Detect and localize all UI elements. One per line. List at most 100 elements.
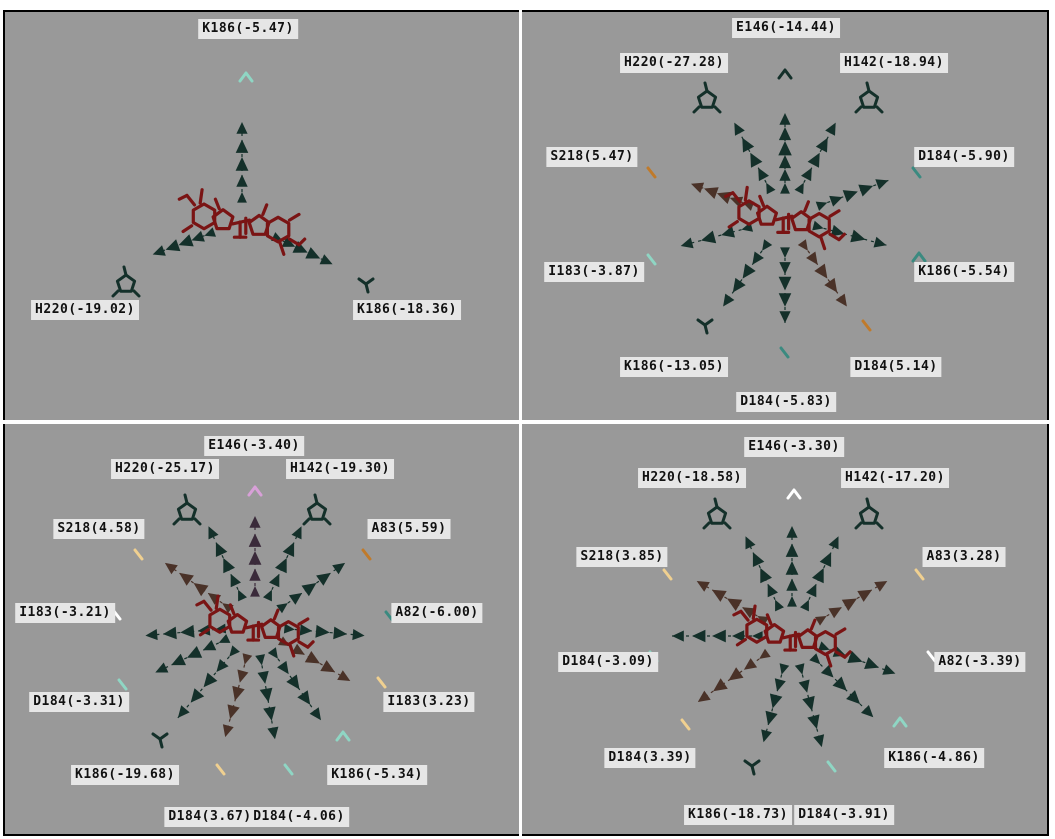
arrow-head [237,192,247,203]
arrow-head [204,227,216,237]
residue-label: I183(-3.87) [544,262,644,282]
ligand-bond [825,653,833,668]
sidechain-bond [283,763,294,776]
ligand [177,188,307,256]
arrow-head [812,568,824,584]
interaction-arrow [222,653,253,738]
ligand-ring [737,199,761,226]
arrow-head [806,251,818,265]
sidechain-bond [703,81,709,93]
arrow-head [704,187,719,199]
interaction-arrow [267,647,322,721]
arrow-head [197,624,211,636]
sidechain-bond [122,265,128,277]
sidechain-bond [215,763,226,776]
ligand-bond [819,236,827,251]
imidazole-ring [858,505,880,525]
arrow-head [286,674,300,690]
arrow-head [180,624,195,638]
arrow-head [825,122,836,136]
residue-sidechain [215,763,226,776]
ligand-bond [306,640,315,649]
residue-label: S218(5.47) [546,147,638,167]
ligand-bond [297,617,310,626]
arrow-head [193,583,209,597]
sidechain-bond [680,718,691,731]
residue-sidechain [696,318,714,335]
arrow-head [874,581,888,592]
arrow-shaft [801,674,823,748]
interaction-arrow [672,629,763,643]
arrow-head [794,663,805,675]
arrow-head [236,174,248,187]
arrow-head [727,598,743,611]
ligand-ring [208,607,232,634]
residue-sidechain [117,678,128,691]
arrow-head [267,726,279,740]
arrow-head [319,254,333,265]
ligand-bond [202,599,213,612]
interaction-arrow [778,247,792,323]
ligand [195,594,315,658]
ligand-bond [261,203,269,216]
residue-sidechain [111,265,141,298]
ligand-bond [198,188,204,205]
sidechain-bond [361,548,372,561]
interaction-arrow [248,516,262,597]
residue-label: A82(-3.39) [934,652,1026,672]
ligand-bond [185,193,197,207]
arrow-head [780,247,790,258]
residue-label: K186(-5.34) [327,765,427,785]
residue-sidechain [133,548,144,561]
interaction-diagram [111,71,375,298]
arrow-shaft [207,526,239,591]
ligand-bond [181,224,194,234]
arrow-head [229,645,240,657]
residue-label: H142(-17.20) [841,468,949,488]
arrow-head [721,226,735,238]
arrow-head [778,276,792,291]
interaction-arrow [800,536,840,612]
arrow-head [829,195,843,207]
ligand-bond [828,232,841,242]
imidazole-ring [115,273,137,293]
sidechain-bond [826,760,837,773]
arrow-head [778,141,792,156]
ligand-bond [198,627,210,637]
sidechain-bond [335,730,351,742]
arrow-shaft [697,658,760,703]
arrow-head [807,714,820,729]
arrow-head [809,653,821,665]
arrow-head [801,167,812,182]
sidechain-bond [238,71,254,83]
imidazole-ring [706,505,728,525]
arrow-head [797,239,808,251]
arrow-head [745,536,756,550]
ligand-bond [177,193,189,201]
ligand-ring [745,617,769,644]
arrow-head [711,589,727,602]
interaction-arrow [812,220,887,248]
arrow-head [779,663,790,675]
residue-sidechain [646,253,657,266]
panel-bottom-left: E146(-3.40) H220(-25.17) H142(-19.30) S2… [3,424,519,836]
arrow-shaft [826,580,888,617]
interaction-arrow [696,580,769,626]
arrow-shaft [271,526,303,591]
residue-label: I183(-3.21) [15,603,115,623]
arrow-head [882,664,896,675]
sidechain-bond [646,253,657,266]
arrow-head [218,634,231,643]
arrow-head [288,593,303,605]
residue-label: H142(-19.30) [286,459,394,479]
sidechain-bond [713,497,719,509]
arrow-head [712,629,726,643]
arrow-head [815,137,828,153]
arrow-head [320,660,336,673]
ligand-bond [228,603,236,616]
sidechain-bond [854,105,863,114]
arrow-head [766,182,776,195]
interaction-arrow [815,179,889,211]
arrow-head [742,607,756,619]
ligand-bond [751,604,757,620]
